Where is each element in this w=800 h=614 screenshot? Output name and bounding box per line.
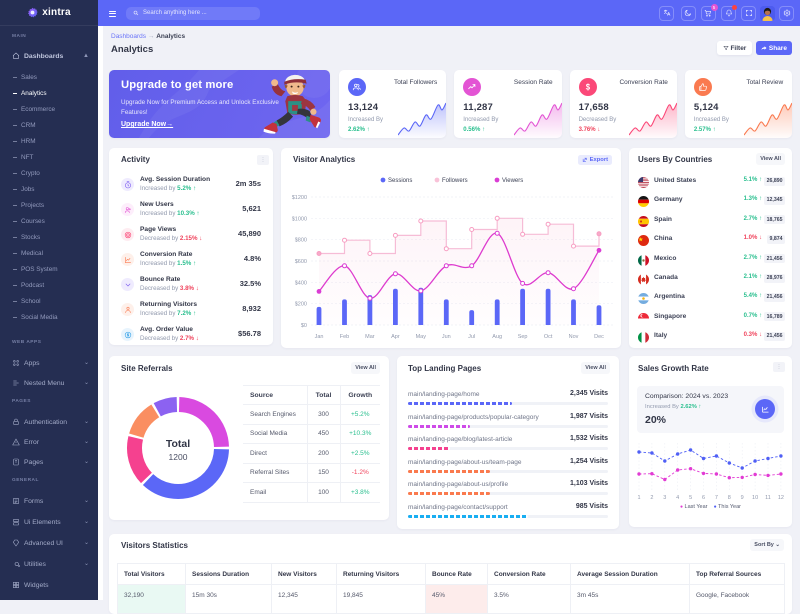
svg-text:3: 3 <box>663 495 666 501</box>
svg-text:6: 6 <box>702 495 705 501</box>
svg-text:Apr: Apr <box>391 334 400 340</box>
svg-text:$800: $800 <box>295 238 307 244</box>
svg-text:5: 5 <box>689 495 692 501</box>
svg-text:Dec: Dec <box>594 334 604 340</box>
svg-text:Jan: Jan <box>315 334 324 340</box>
svg-text:May: May <box>416 334 427 340</box>
svg-text:$200: $200 <box>295 302 307 308</box>
svg-text:$0: $0 <box>301 323 307 329</box>
svg-text:$1200: $1200 <box>292 195 307 201</box>
svg-text:Mar: Mar <box>365 334 375 340</box>
svg-text:7: 7 <box>715 495 718 501</box>
svg-text:Aug: Aug <box>492 334 502 340</box>
svg-text:$600: $600 <box>295 259 307 265</box>
svg-text:Sessions: Sessions <box>388 178 412 184</box>
svg-text:12: 12 <box>778 495 784 501</box>
svg-text:Nov: Nov <box>569 334 579 340</box>
svg-text:1: 1 <box>637 495 640 501</box>
svg-text:Feb: Feb <box>340 334 349 340</box>
svg-text:$400: $400 <box>295 280 307 286</box>
svg-text:9: 9 <box>741 495 744 501</box>
svg-text:10: 10 <box>752 495 758 501</box>
svg-text:Viewers: Viewers <box>502 178 523 184</box>
svg-text:Sep: Sep <box>518 334 528 340</box>
svg-text:11: 11 <box>765 495 771 501</box>
svg-text:4: 4 <box>676 495 679 501</box>
svg-text:$1000: $1000 <box>292 216 307 222</box>
svg-text:Oct: Oct <box>544 334 553 340</box>
svg-text:Jul: Jul <box>468 334 475 340</box>
svg-text:8: 8 <box>728 495 731 501</box>
svg-text:Followers: Followers <box>442 178 468 184</box>
svg-text:2: 2 <box>650 495 653 501</box>
svg-text:Jun: Jun <box>442 334 451 340</box>
